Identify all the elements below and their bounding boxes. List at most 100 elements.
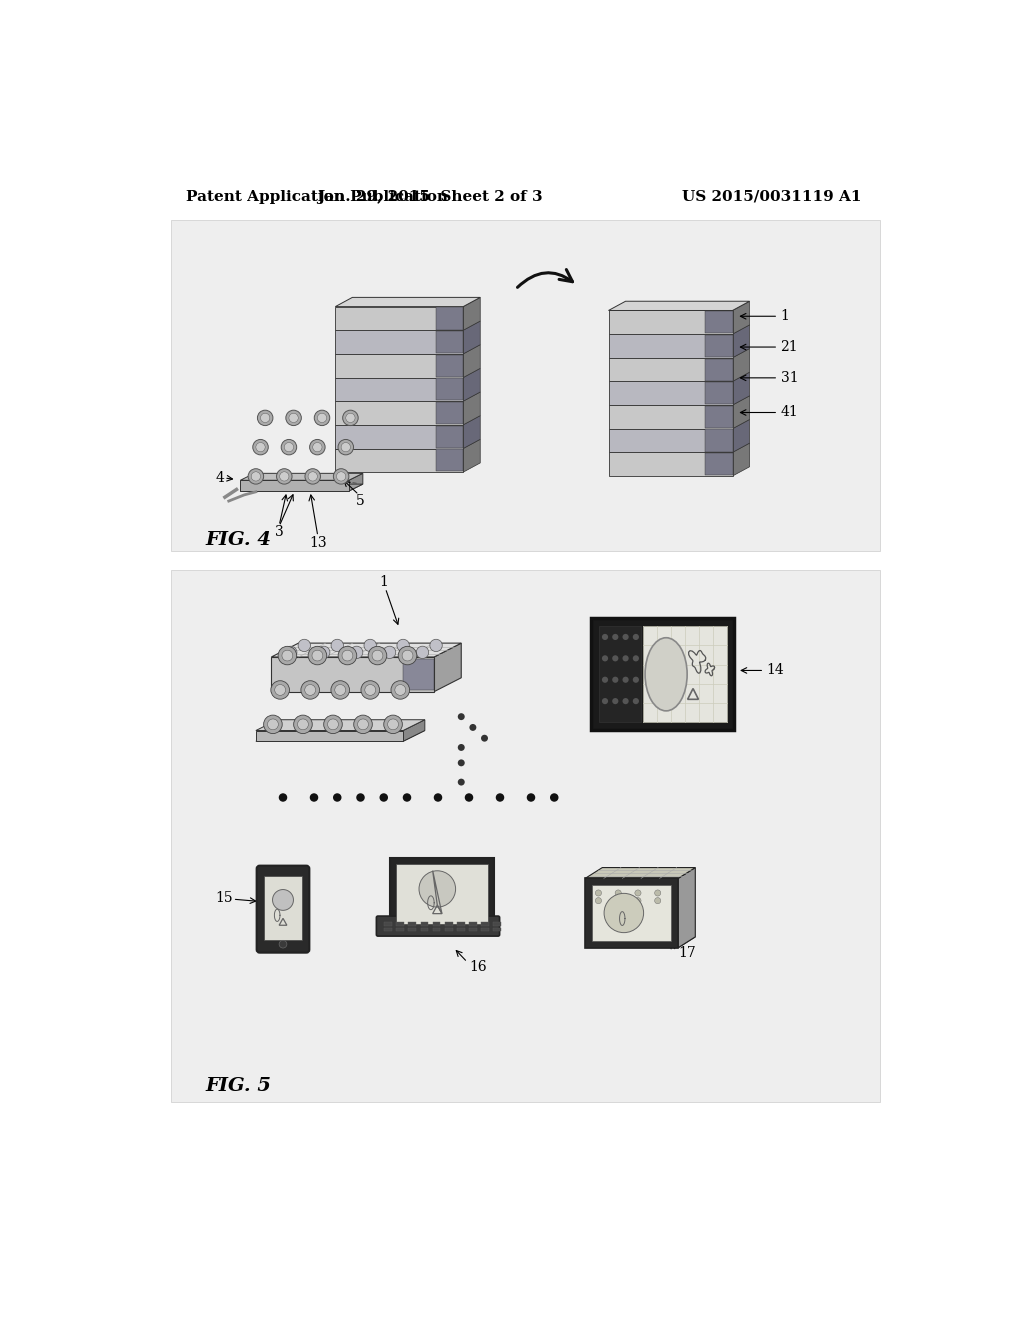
Circle shape bbox=[612, 634, 618, 640]
Circle shape bbox=[602, 698, 608, 704]
FancyBboxPatch shape bbox=[390, 858, 494, 929]
Circle shape bbox=[654, 890, 660, 896]
FancyBboxPatch shape bbox=[457, 923, 465, 927]
Polygon shape bbox=[608, 358, 732, 381]
Circle shape bbox=[285, 647, 297, 659]
Text: 16: 16 bbox=[469, 960, 486, 974]
Circle shape bbox=[595, 890, 601, 896]
Polygon shape bbox=[608, 429, 732, 453]
Polygon shape bbox=[335, 354, 463, 378]
Circle shape bbox=[272, 890, 294, 911]
Polygon shape bbox=[732, 396, 750, 429]
Circle shape bbox=[256, 442, 265, 451]
Circle shape bbox=[602, 655, 608, 661]
Polygon shape bbox=[335, 449, 463, 473]
Circle shape bbox=[298, 719, 308, 730]
Polygon shape bbox=[608, 310, 732, 334]
Circle shape bbox=[309, 793, 318, 801]
Polygon shape bbox=[335, 330, 463, 354]
Polygon shape bbox=[706, 429, 732, 451]
FancyBboxPatch shape bbox=[444, 928, 453, 932]
Polygon shape bbox=[706, 383, 732, 404]
Circle shape bbox=[338, 440, 353, 455]
Polygon shape bbox=[335, 297, 480, 306]
Text: 3: 3 bbox=[274, 525, 284, 539]
FancyBboxPatch shape bbox=[643, 626, 727, 722]
Polygon shape bbox=[335, 378, 463, 401]
Circle shape bbox=[402, 793, 412, 801]
Circle shape bbox=[253, 440, 268, 455]
Circle shape bbox=[312, 442, 322, 451]
Circle shape bbox=[251, 471, 260, 480]
FancyBboxPatch shape bbox=[592, 886, 672, 941]
Circle shape bbox=[298, 639, 310, 652]
FancyBboxPatch shape bbox=[421, 923, 428, 927]
Circle shape bbox=[294, 715, 312, 734]
Circle shape bbox=[364, 639, 377, 652]
Text: US 2015/0031119 A1: US 2015/0031119 A1 bbox=[682, 190, 861, 203]
Circle shape bbox=[434, 793, 442, 801]
Circle shape bbox=[343, 411, 358, 425]
Ellipse shape bbox=[645, 638, 687, 711]
Circle shape bbox=[365, 685, 376, 696]
Circle shape bbox=[458, 759, 465, 767]
Circle shape bbox=[317, 413, 327, 422]
Polygon shape bbox=[335, 306, 463, 330]
Circle shape bbox=[279, 647, 297, 665]
Text: Patent Application Publication: Patent Application Publication bbox=[186, 190, 449, 203]
FancyBboxPatch shape bbox=[384, 923, 392, 927]
Polygon shape bbox=[436, 403, 463, 424]
Polygon shape bbox=[608, 381, 732, 405]
Circle shape bbox=[458, 744, 465, 751]
Text: 15: 15 bbox=[215, 891, 232, 904]
Circle shape bbox=[353, 715, 373, 734]
Circle shape bbox=[612, 698, 618, 704]
Circle shape bbox=[612, 655, 618, 661]
FancyBboxPatch shape bbox=[494, 923, 501, 927]
Circle shape bbox=[279, 793, 288, 801]
Polygon shape bbox=[608, 405, 732, 429]
Circle shape bbox=[356, 793, 365, 801]
Polygon shape bbox=[732, 348, 750, 381]
Circle shape bbox=[391, 681, 410, 700]
Polygon shape bbox=[335, 425, 463, 449]
Polygon shape bbox=[271, 643, 461, 657]
Circle shape bbox=[635, 890, 641, 896]
FancyBboxPatch shape bbox=[421, 928, 428, 932]
Circle shape bbox=[282, 440, 297, 455]
Polygon shape bbox=[256, 719, 425, 730]
FancyBboxPatch shape bbox=[409, 923, 416, 927]
FancyBboxPatch shape bbox=[494, 928, 501, 932]
Polygon shape bbox=[586, 937, 695, 948]
FancyBboxPatch shape bbox=[257, 866, 309, 953]
Polygon shape bbox=[436, 331, 463, 354]
Polygon shape bbox=[608, 453, 732, 477]
FancyBboxPatch shape bbox=[377, 916, 500, 936]
Circle shape bbox=[615, 898, 622, 904]
Polygon shape bbox=[706, 359, 732, 380]
Polygon shape bbox=[241, 474, 362, 480]
Circle shape bbox=[384, 715, 402, 734]
Circle shape bbox=[458, 713, 465, 721]
Polygon shape bbox=[271, 657, 434, 692]
Circle shape bbox=[623, 634, 629, 640]
Circle shape bbox=[342, 651, 353, 661]
Polygon shape bbox=[732, 325, 750, 358]
Polygon shape bbox=[436, 355, 463, 376]
Circle shape bbox=[286, 411, 301, 425]
FancyBboxPatch shape bbox=[433, 923, 440, 927]
Polygon shape bbox=[434, 643, 461, 692]
Circle shape bbox=[331, 681, 349, 700]
Circle shape bbox=[328, 719, 338, 730]
Circle shape bbox=[526, 793, 536, 801]
Circle shape bbox=[465, 793, 473, 801]
Circle shape bbox=[317, 647, 330, 659]
Circle shape bbox=[604, 894, 644, 933]
Circle shape bbox=[612, 677, 618, 682]
Circle shape bbox=[595, 898, 601, 904]
FancyBboxPatch shape bbox=[591, 619, 734, 730]
Circle shape bbox=[338, 647, 356, 665]
Polygon shape bbox=[463, 321, 480, 354]
Circle shape bbox=[285, 442, 294, 451]
Circle shape bbox=[360, 681, 380, 700]
